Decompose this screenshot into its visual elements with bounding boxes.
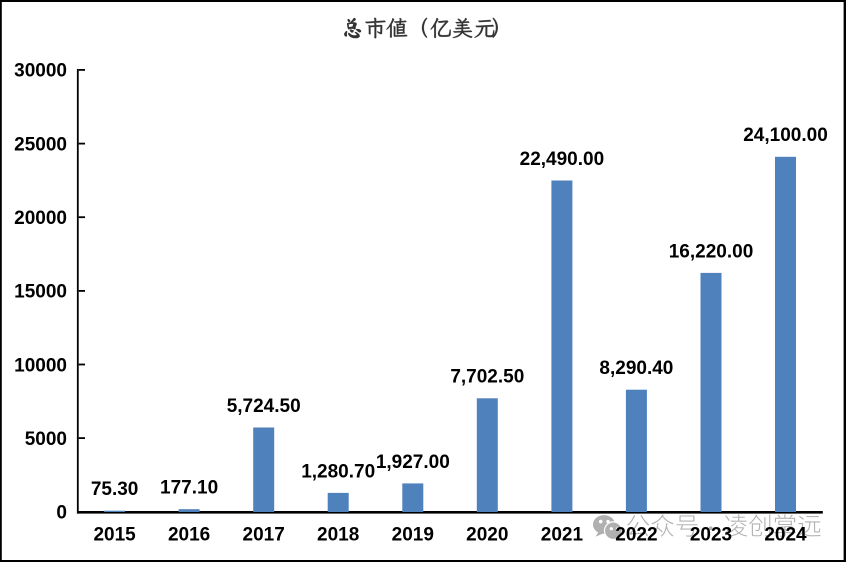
svg-text:2023: 2023 xyxy=(690,525,732,546)
svg-text:2018: 2018 xyxy=(317,525,359,546)
svg-text:2015: 2015 xyxy=(93,525,136,546)
svg-text:8,290.40: 8,290.40 xyxy=(599,358,673,379)
svg-text:2019: 2019 xyxy=(392,525,434,546)
svg-text:7,702.50: 7,702.50 xyxy=(450,367,524,388)
svg-text:2022: 2022 xyxy=(615,525,657,546)
svg-text:0: 0 xyxy=(56,503,67,524)
svg-text:22,490.00: 22,490.00 xyxy=(520,149,605,170)
svg-text:5000: 5000 xyxy=(25,429,67,450)
svg-text:15000: 15000 xyxy=(14,282,67,303)
svg-text:2016: 2016 xyxy=(168,525,210,546)
svg-text:16,220.00: 16,220.00 xyxy=(669,241,754,262)
svg-text:5,724.50: 5,724.50 xyxy=(227,396,301,417)
svg-text:2017: 2017 xyxy=(243,525,285,546)
svg-text:10000: 10000 xyxy=(14,355,67,376)
svg-text:2020: 2020 xyxy=(466,525,508,546)
svg-text:20000: 20000 xyxy=(14,208,67,229)
svg-text:2021: 2021 xyxy=(541,525,584,546)
svg-text:1,927.00: 1,927.00 xyxy=(376,452,450,473)
svg-text:2024: 2024 xyxy=(764,525,807,546)
svg-text:75.30: 75.30 xyxy=(91,479,139,500)
svg-text:25000: 25000 xyxy=(14,134,67,155)
svg-text:1,280.70: 1,280.70 xyxy=(301,461,375,482)
svg-text:24,100.00: 24,100.00 xyxy=(743,125,828,146)
svg-text:177.10: 177.10 xyxy=(160,478,218,499)
svg-text:30000: 30000 xyxy=(14,61,67,82)
